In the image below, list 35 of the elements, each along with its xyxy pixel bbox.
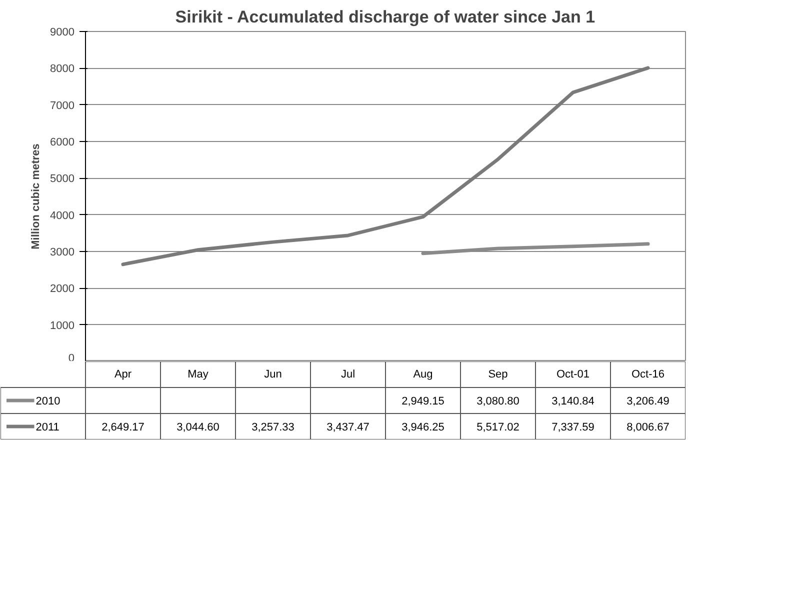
x-tick-label: Oct-16 bbox=[631, 368, 665, 380]
legend-label: 2010 bbox=[36, 396, 60, 408]
data-label: 7,337.59 bbox=[552, 422, 594, 434]
x-tick-label: May bbox=[188, 368, 209, 380]
data-label: 3,257.33 bbox=[252, 422, 294, 434]
x-tick-label: Aug bbox=[413, 368, 433, 380]
y-tick-label: 6000 bbox=[50, 136, 75, 148]
data-label: 3,946.25 bbox=[402, 422, 444, 434]
chart-title: Sirikit - Accumulated discharge of water since Jan 1 bbox=[175, 8, 596, 26]
data-label: 3,080.80 bbox=[476, 396, 520, 408]
data-label: 3,044.60 bbox=[176, 422, 220, 434]
y-tick-label: 5000 bbox=[50, 173, 75, 186]
y-tick-label: 9000 bbox=[50, 26, 75, 38]
line-series bbox=[121, 66, 650, 266]
data-label: 2,949.15 bbox=[402, 396, 444, 408]
y-tick-label: 8000 bbox=[50, 63, 75, 76]
y-tick-label: 4000 bbox=[50, 210, 75, 222]
line-series bbox=[421, 242, 650, 256]
y-tick-label: 7000 bbox=[50, 100, 75, 112]
data-label: 3,206.49 bbox=[626, 396, 670, 408]
y-tick-label: 3000 bbox=[50, 246, 75, 258]
x-tick-label: Sep bbox=[488, 368, 508, 380]
data-label: 5,517.02 bbox=[476, 422, 520, 434]
data-label: 3,140.84 bbox=[552, 396, 594, 408]
x-tick-label: Jun bbox=[264, 368, 282, 380]
legend-label: 2011 bbox=[36, 422, 60, 434]
y-axis-title: Million cubic metres bbox=[30, 144, 42, 250]
x-tick-label: Apr bbox=[114, 368, 132, 380]
y-tick-label: 1000 bbox=[50, 320, 75, 332]
y-tick-label: 2000 bbox=[50, 283, 75, 296]
data-label: 8,006.67 bbox=[626, 422, 670, 434]
data-label: 3,437.47 bbox=[326, 422, 370, 434]
x-tick-label: Jul bbox=[340, 368, 356, 380]
x-tick-label: Oct-01 bbox=[556, 368, 590, 380]
data-label: 2,649.17 bbox=[102, 422, 144, 434]
